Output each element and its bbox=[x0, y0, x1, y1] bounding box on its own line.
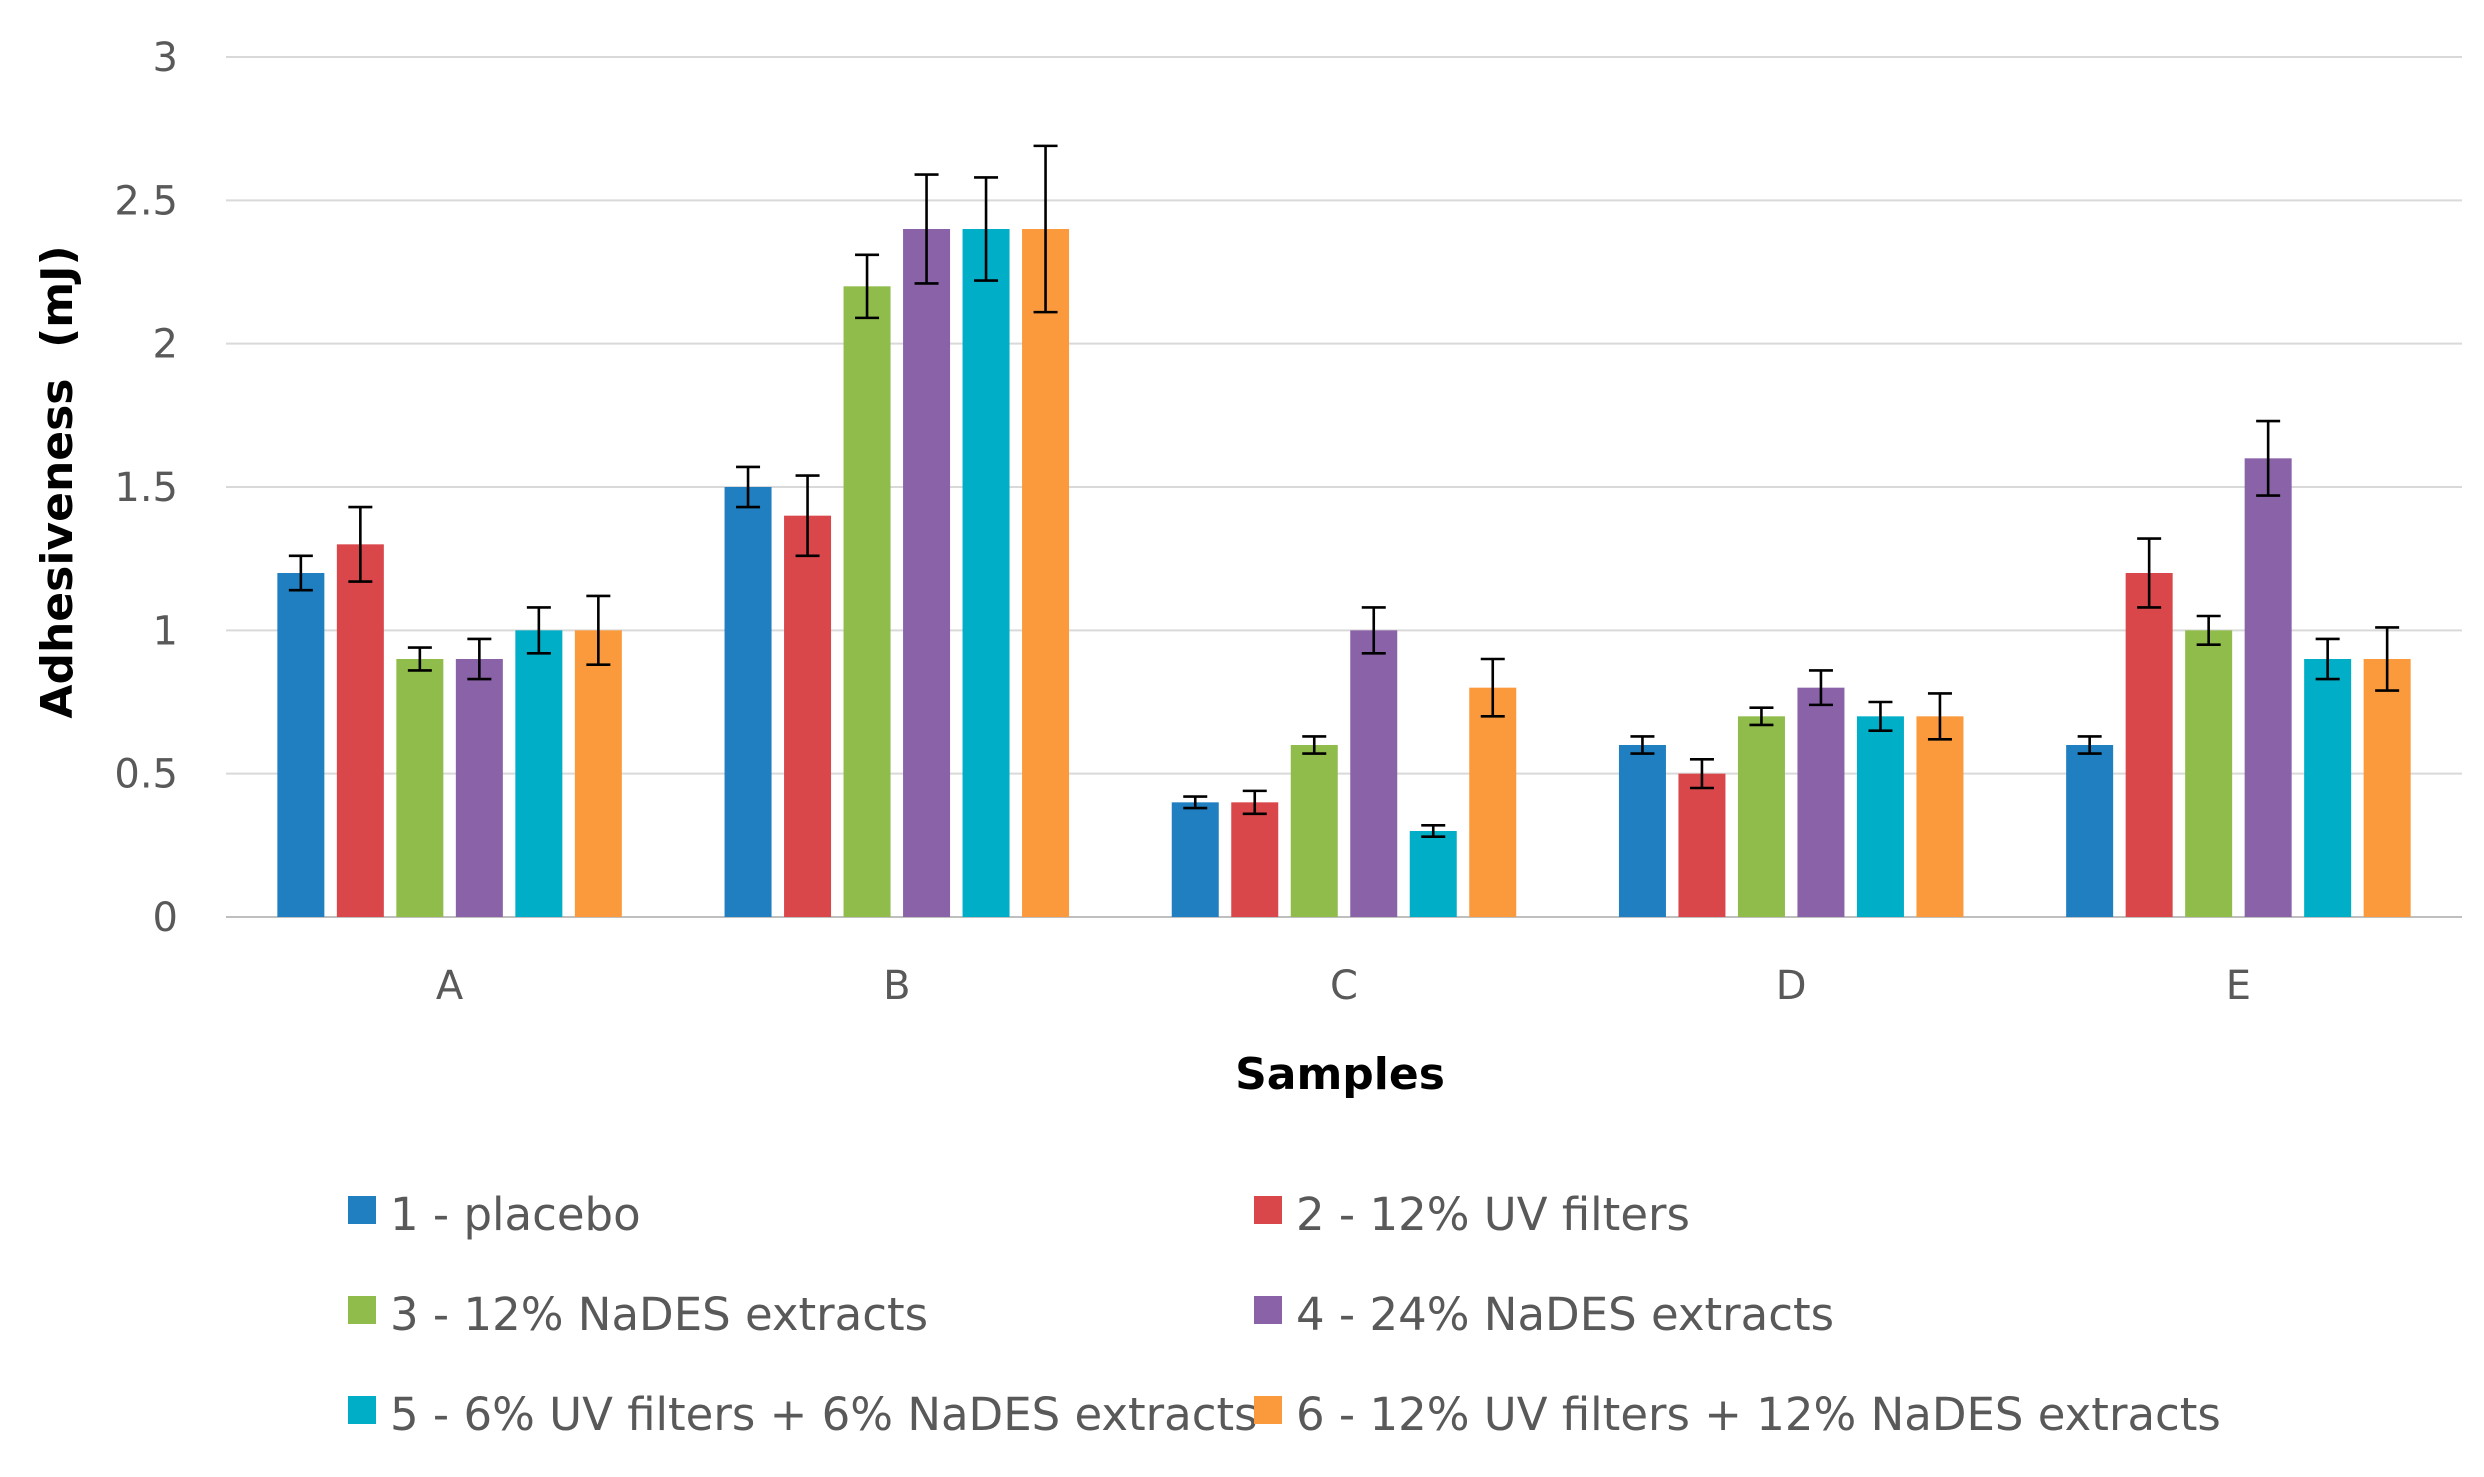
error-bar-B-series-2 bbox=[795, 474, 820, 558]
error-bars bbox=[288, 144, 2400, 839]
error-bar-A-series-1 bbox=[288, 554, 313, 592]
bar-B-series-6 bbox=[1022, 229, 1070, 917]
y-tick-label: 1.5 bbox=[114, 465, 178, 511]
error-bar-A-series-6 bbox=[586, 594, 611, 667]
bar-A-series-2 bbox=[336, 544, 384, 917]
bar-A-series-4 bbox=[455, 659, 503, 917]
error-bar-E-series-5 bbox=[2315, 637, 2340, 681]
x-tick-label: D bbox=[1776, 963, 1807, 1009]
error-bar-B-series-1 bbox=[736, 465, 761, 509]
error-bar-D-series-2 bbox=[1689, 758, 1714, 790]
y-tick-label: 2 bbox=[153, 322, 178, 368]
y-axis-ticks: 0 0.5 1 1.5 2 2.5 3 bbox=[114, 35, 178, 941]
legend-item-4: 4 - 24% NaDES extracts bbox=[1254, 1288, 1834, 1341]
bar-E-series-4 bbox=[2244, 458, 2292, 917]
error-bar-A-series-3 bbox=[407, 646, 432, 672]
error-bar-B-series-3 bbox=[855, 253, 880, 320]
error-bar-B-series-5 bbox=[974, 176, 999, 282]
bar-B-series-2 bbox=[784, 515, 832, 917]
legend-swatch bbox=[348, 1296, 376, 1324]
bar-D-series-6 bbox=[1916, 716, 1964, 917]
bar-D-series-1 bbox=[1618, 745, 1666, 917]
error-bar-D-series-4 bbox=[1808, 669, 1833, 707]
legend-label: 4 - 24% NaDES extracts bbox=[1296, 1288, 1834, 1341]
bar-E-series-1 bbox=[2066, 745, 2114, 917]
bar-E-series-5 bbox=[2304, 659, 2352, 917]
error-bar-E-series-2 bbox=[2137, 537, 2162, 609]
bar-E-series-2 bbox=[2125, 573, 2173, 917]
error-bar-D-series-1 bbox=[1630, 735, 1655, 755]
legend-label: 5 - 6% UV filters + 6% NaDES extracts bbox=[390, 1388, 1258, 1441]
legend-swatch bbox=[348, 1396, 376, 1424]
legend-swatch bbox=[348, 1196, 376, 1224]
legend-item-3: 3 - 12% NaDES extracts bbox=[348, 1288, 928, 1341]
error-bar-C-series-4 bbox=[1361, 606, 1386, 655]
y-axis-title: Adhesiveness (mJ) bbox=[32, 245, 83, 718]
bar-D-series-3 bbox=[1737, 716, 1785, 917]
bar-C-series-3 bbox=[1290, 745, 1338, 917]
bar-C-series-6 bbox=[1469, 687, 1517, 917]
legend-swatch bbox=[1254, 1396, 1282, 1424]
y-tick-label: 0 bbox=[153, 895, 178, 941]
error-bar-E-series-4 bbox=[2256, 419, 2281, 497]
bar-E-series-6 bbox=[2363, 659, 2411, 917]
error-bar-C-series-1 bbox=[1183, 795, 1208, 810]
error-bar-A-series-4 bbox=[467, 637, 492, 681]
bar-B-series-3 bbox=[843, 286, 891, 917]
x-tick-label: E bbox=[2226, 963, 2251, 1009]
bar-C-series-5 bbox=[1409, 831, 1457, 917]
error-bar-C-series-3 bbox=[1302, 735, 1327, 755]
bar-D-series-4 bbox=[1797, 687, 1845, 917]
bar-C-series-1 bbox=[1171, 802, 1219, 917]
legend-swatch bbox=[1254, 1296, 1282, 1324]
error-bar-A-series-2 bbox=[348, 505, 373, 583]
error-bar-B-series-6 bbox=[1033, 144, 1058, 314]
bar-D-series-5 bbox=[1856, 716, 1904, 917]
bar-A-series-3 bbox=[396, 659, 444, 917]
legend-item-6: 6 - 12% UV filters + 12% NaDES extracts bbox=[1254, 1388, 2221, 1441]
error-bar-C-series-5 bbox=[1421, 823, 1446, 839]
bar-D-series-2 bbox=[1678, 773, 1726, 917]
error-bar-E-series-1 bbox=[2077, 735, 2102, 755]
bar-A-series-5 bbox=[515, 630, 563, 917]
bar-B-series-4 bbox=[903, 229, 951, 917]
error-bar-D-series-5 bbox=[1868, 700, 1893, 732]
x-tick-label: B bbox=[883, 963, 910, 1009]
y-tick-label: 2.5 bbox=[114, 178, 178, 224]
legend-label: 6 - 12% UV filters + 12% NaDES extracts bbox=[1296, 1388, 2221, 1441]
bar-C-series-4 bbox=[1350, 630, 1398, 917]
error-bar-C-series-6 bbox=[1480, 657, 1505, 718]
bar-A-series-1 bbox=[277, 573, 325, 917]
bars bbox=[277, 229, 2411, 917]
legend-label: 3 - 12% NaDES extracts bbox=[390, 1288, 928, 1341]
bar-B-series-1 bbox=[724, 487, 772, 917]
legend-item-5: 5 - 6% UV filters + 6% NaDES extracts bbox=[348, 1388, 1258, 1441]
legend: 1 - placebo 2 - 12% UV filters 3 - 12% NaD… bbox=[348, 1188, 2221, 1441]
error-bar-B-series-4 bbox=[914, 173, 939, 285]
legend-label: 2 - 12% UV filters bbox=[1296, 1188, 1690, 1241]
x-tick-label: C bbox=[1330, 963, 1358, 1009]
x-axis-ticks: A B C D E bbox=[436, 963, 2251, 1009]
legend-label: 1 - placebo bbox=[390, 1188, 641, 1241]
legend-item-1: 1 - placebo bbox=[348, 1188, 641, 1241]
error-bar-E-series-6 bbox=[2375, 626, 2400, 692]
error-bar-D-series-6 bbox=[1927, 692, 1952, 741]
x-axis-title: Samples bbox=[1235, 1049, 1445, 1100]
bar-A-series-6 bbox=[574, 630, 622, 917]
bar-C-series-2 bbox=[1231, 802, 1279, 917]
bar-B-series-5 bbox=[962, 229, 1010, 917]
legend-swatch bbox=[1254, 1196, 1282, 1224]
y-tick-label: 3 bbox=[153, 35, 178, 81]
y-tick-label: 1 bbox=[153, 608, 178, 654]
error-bar-E-series-3 bbox=[2196, 614, 2221, 646]
error-bar-A-series-5 bbox=[526, 606, 551, 655]
bar-E-series-3 bbox=[2185, 630, 2233, 917]
legend-item-2: 2 - 12% UV filters bbox=[1254, 1188, 1690, 1241]
error-bar-D-series-3 bbox=[1749, 706, 1774, 727]
y-tick-label: 0.5 bbox=[114, 752, 178, 798]
x-tick-label: A bbox=[436, 963, 464, 1009]
error-bar-C-series-2 bbox=[1242, 789, 1267, 816]
